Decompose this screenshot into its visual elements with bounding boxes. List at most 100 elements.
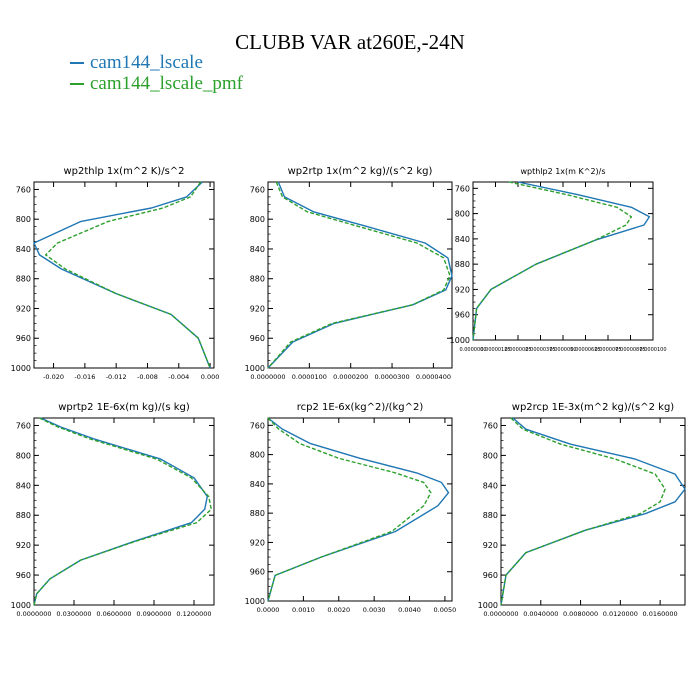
y-tick-label: 1000 <box>450 336 470 345</box>
panel-title: wp2rcp 1E-3x(m^2 kg)/(s^2 kg) <box>512 402 675 413</box>
panel-2: wp2rtp 1x(m^2 kg)/(s^2 kg) 760 800 840 880 92… <box>245 166 453 381</box>
x-tick-label: 0.0000000 <box>16 610 51 618</box>
x-tick-label: 0.0040000 <box>523 610 558 618</box>
x-tick-label: 0.0300000 <box>56 610 91 618</box>
y-tick-label: 960 <box>16 571 31 580</box>
y-tick-label: 800 <box>483 451 498 460</box>
series-line-lscale-pmf <box>267 417 432 602</box>
x-tick-label: 0.0900000 <box>136 610 171 618</box>
x-tick-label: 0.0000300 <box>374 373 409 381</box>
y-tick-label: 920 <box>16 541 31 550</box>
panel-title: wprtp2 1E-6x(m kg)/(s kg) <box>58 402 190 413</box>
x-tick-label: -0.012 <box>106 373 127 381</box>
x-tick-label: 0.1200000 <box>176 610 211 618</box>
y-tick-label: 960 <box>250 334 265 343</box>
series-line-lscale-pmf <box>33 417 213 606</box>
panel-title: wp2rtp 1x(m^2 kg)/(s^2 kg) <box>288 166 433 177</box>
x-tick-label: 0.0000100 <box>292 373 327 381</box>
legend-label-lscale-pmf: cam144_lscale_pmf <box>90 73 244 94</box>
y-tick-label: 1000 <box>11 364 31 373</box>
x-tick-label: 0.000 <box>201 373 220 381</box>
y-tick-label: 920 <box>16 304 31 313</box>
y-tick-label: 880 <box>483 511 498 520</box>
x-tick-label: 0.0010 <box>292 606 315 614</box>
x-tick-label: 0.0120000 <box>603 610 638 618</box>
y-tick-label: 840 <box>483 481 498 490</box>
legend-item-lscale: cam144_lscale <box>70 52 243 73</box>
series-line-lscale-pmf <box>472 181 633 341</box>
x-tick-label: 0.0160000 <box>643 610 678 618</box>
y-tick-label: 880 <box>250 509 265 518</box>
y-tick-label: 880 <box>16 511 31 520</box>
x-tick-label: 0.0000200 <box>333 373 368 381</box>
x-tick-label: -0.008 <box>137 373 158 381</box>
x-tick-label: 0.0020 <box>327 606 350 614</box>
x-tick-label: 0.0000100 <box>639 347 666 353</box>
x-tick-label: 0.0050 <box>434 606 457 614</box>
series-line-lscale-pmf <box>45 181 211 369</box>
y-tick-label: 920 <box>455 285 470 294</box>
y-tick-label: 880 <box>455 260 470 269</box>
y-tick-label: 840 <box>250 480 265 489</box>
plot-frame <box>33 417 215 606</box>
panel-1: wp2thlp 1x(m^2 K)/s^2 760 800 840 880 920 960 1… <box>11 166 220 381</box>
series-line-lscale <box>267 181 453 369</box>
y-tick-label: 1000 <box>245 597 265 606</box>
legend-label-lscale: cam144_lscale <box>90 52 203 73</box>
x-tick-label: 0.0000050 <box>549 347 576 353</box>
x-tick-label: 0.0040 <box>398 606 421 614</box>
x-tick-label: -0.020 <box>43 373 64 381</box>
x-tick-label: 0.00000375 <box>525 347 555 353</box>
figure-title: CLUBB VAR at260E,-24N <box>235 30 465 54</box>
x-tick-label: 0.0080000 <box>563 610 598 618</box>
y-tick-label: 760 <box>483 421 498 430</box>
x-tick-label: 0.0000400 <box>416 373 451 381</box>
series-line-lscale <box>472 181 651 341</box>
plot-frame <box>33 181 215 369</box>
x-tick-label: 0.0030 <box>363 606 386 614</box>
panel-6: wp2rcp 1E-3x(m^2 kg)/(s^2 kg) 760 800 840 88… <box>478 402 686 618</box>
y-tick-label: 880 <box>250 275 265 284</box>
x-tick-label: 0.0000025 <box>504 347 531 353</box>
series-line-lscale <box>33 417 209 606</box>
x-tick-label: 0.00000875 <box>615 347 645 353</box>
x-tick-label: 0.00000625 <box>570 347 600 353</box>
y-tick-label: 760 <box>16 421 31 430</box>
y-tick-label: 800 <box>16 451 31 460</box>
y-tick-label: 800 <box>250 215 265 224</box>
legend-swatch-lscale-pmf <box>70 82 84 85</box>
y-tick-label: 1000 <box>11 601 31 610</box>
y-tick-label: 960 <box>16 334 31 343</box>
y-tick-label: 760 <box>250 421 265 430</box>
y-tick-label: 960 <box>250 568 265 577</box>
series-line-lscale <box>33 181 211 369</box>
y-tick-label: 920 <box>250 304 265 313</box>
x-tick-label: 0.0000000 <box>483 610 518 618</box>
x-tick-label: 0.0000000 <box>250 373 285 381</box>
y-tick-label: 1000 <box>245 364 265 373</box>
x-tick-label: 0.00000125 <box>480 347 510 353</box>
y-tick-label: 1000 <box>478 601 498 610</box>
series-line-lscale-pmf <box>500 417 666 606</box>
y-tick-label: 800 <box>16 215 31 224</box>
y-tick-label: 760 <box>250 185 265 194</box>
y-tick-label: 960 <box>483 571 498 580</box>
y-tick-label: 960 <box>455 311 470 320</box>
legend-item-lscale-pmf: cam144_lscale_pmf <box>70 73 243 94</box>
legend: cam144_lscale cam144_lscale_pmf <box>70 52 243 94</box>
series-line-lscale-pmf <box>267 181 451 369</box>
y-tick-label: 840 <box>16 481 31 490</box>
x-tick-label: 0.0000075 <box>594 347 621 353</box>
x-tick-label: -0.016 <box>74 373 95 381</box>
panel-5: rcp2 1E-6x(kg^2)/(kg^2) 760 800 840 880 920 96… <box>245 402 457 614</box>
panel-title: rcp2 1E-6x(kg^2)/(kg^2) <box>297 402 424 413</box>
plot-frame <box>267 417 453 602</box>
y-tick-label: 880 <box>16 275 31 284</box>
legend-swatch-lscale <box>70 61 84 64</box>
panel-4: wprtp2 1E-6x(m kg)/(s kg) 760 800 840 880 920… <box>11 402 215 618</box>
panel-title: wpthlp2 1x(m K^2)/s <box>520 167 605 176</box>
panel-3: wpthlp2 1x(m K^2)/s 760 800 840 880 920 960 100… <box>450 167 667 353</box>
y-tick-label: 840 <box>16 245 31 254</box>
y-tick-label: 760 <box>455 184 470 193</box>
